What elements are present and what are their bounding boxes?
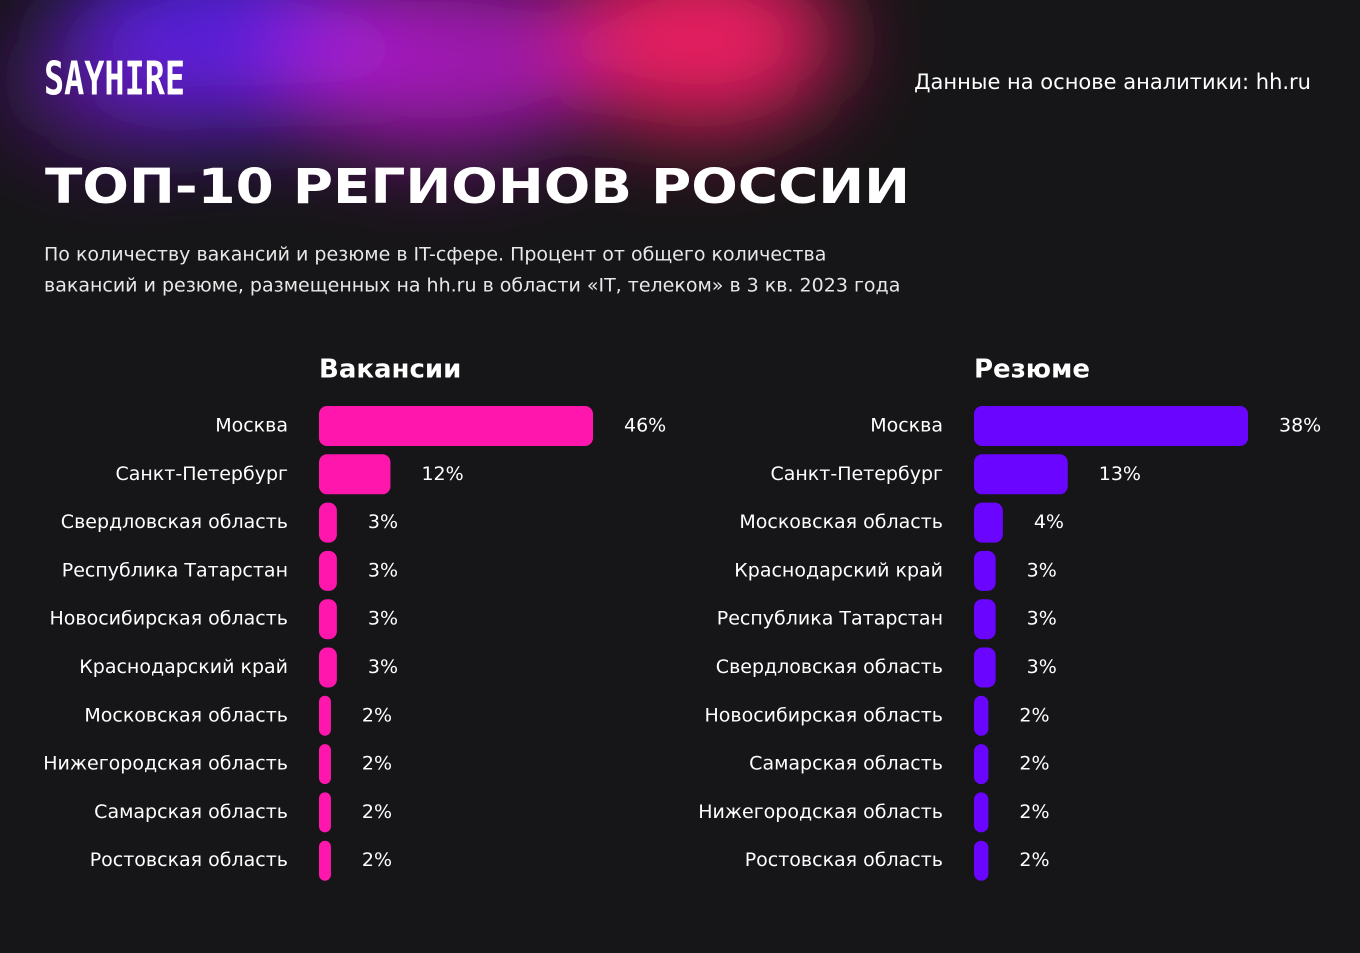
- bar: [319, 599, 337, 640]
- source: Данные на основе аналитики: hh.ru: [914, 70, 1311, 94]
- value-label: 2%: [1019, 704, 1049, 726]
- category-label: Свердловская область: [61, 511, 288, 533]
- subtitle: По количеству вакансий и резюме в IT-сфе…: [44, 244, 826, 266]
- bar: [974, 502, 1003, 543]
- chart-title: Вакансии: [319, 355, 461, 385]
- bar: [974, 550, 996, 591]
- bar: [974, 647, 996, 688]
- category-label: Новосибирская область: [704, 704, 943, 726]
- value-label: 3%: [368, 608, 398, 630]
- bar: [974, 744, 989, 785]
- bar: [319, 744, 331, 785]
- category-label: Ростовская область: [745, 849, 943, 871]
- value-label: 3%: [1027, 559, 1057, 581]
- chart-title: Резюме: [974, 355, 1090, 385]
- bar: [319, 406, 593, 446]
- bar: [974, 454, 1068, 495]
- bar: [319, 840, 331, 881]
- value-label: 12%: [421, 463, 463, 485]
- category-label: Краснодарский край: [79, 656, 288, 678]
- value-label: 2%: [362, 801, 392, 823]
- category-label: Самарская область: [94, 801, 288, 823]
- value-label: 46%: [624, 415, 666, 437]
- category-label: Свердловская область: [716, 656, 943, 678]
- bar: [974, 840, 989, 881]
- value-label: 3%: [1027, 608, 1057, 630]
- bar: [319, 502, 337, 543]
- value-label: 3%: [368, 656, 398, 678]
- category-label: Республика Татарстан: [62, 559, 288, 581]
- bar: [319, 695, 331, 736]
- glow: [0, 0, 840, 150]
- category-label: Москва: [215, 415, 288, 437]
- value-label: 38%: [1279, 415, 1321, 437]
- category-label: Республика Татарстан: [717, 608, 943, 630]
- bar: [319, 550, 337, 591]
- value-label: 3%: [368, 511, 398, 533]
- bar: [319, 792, 331, 833]
- bar: [974, 695, 989, 736]
- bar: [974, 599, 996, 640]
- bar: [319, 454, 391, 495]
- category-label: Новосибирская область: [49, 608, 288, 630]
- value-label: 2%: [1019, 801, 1049, 823]
- category-label: Нижегородская область: [698, 801, 943, 823]
- bar: [319, 647, 337, 688]
- category-label: Москва: [870, 415, 943, 437]
- subtitle: вакансий и резюме, размещенных на hh.ru …: [44, 275, 900, 297]
- category-label: Краснодарский край: [734, 559, 943, 581]
- value-label: 13%: [1099, 463, 1141, 485]
- category-label: Санкт-Петербург: [770, 463, 943, 485]
- category-label: Самарская область: [749, 753, 943, 775]
- bar: [974, 406, 1248, 446]
- category-label: Санкт-Петербург: [115, 463, 288, 485]
- logo: SAYHIRE: [44, 52, 185, 106]
- bar: [974, 792, 989, 833]
- value-label: 3%: [368, 559, 398, 581]
- title: ТОП-10 РЕГИОНОВ РОССИИ: [45, 159, 910, 215]
- value-label: 2%: [1019, 849, 1049, 871]
- category-label: Московская область: [84, 704, 288, 726]
- value-label: 4%: [1034, 511, 1064, 533]
- value-label: 2%: [362, 849, 392, 871]
- category-label: Нижегородская область: [43, 753, 288, 775]
- value-label: 2%: [1019, 753, 1049, 775]
- value-label: 3%: [1027, 656, 1057, 678]
- value-label: 2%: [362, 753, 392, 775]
- category-label: Ростовская область: [90, 849, 288, 871]
- value-label: 2%: [362, 704, 392, 726]
- category-label: Московская область: [739, 511, 943, 533]
